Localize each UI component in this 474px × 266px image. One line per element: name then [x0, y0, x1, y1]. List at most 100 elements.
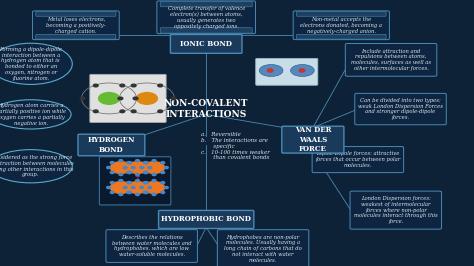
- Circle shape: [110, 171, 114, 173]
- Circle shape: [144, 171, 147, 173]
- Circle shape: [128, 162, 131, 164]
- Circle shape: [123, 186, 127, 189]
- Text: IONIC BOND: IONIC BOND: [180, 40, 232, 48]
- Circle shape: [107, 167, 110, 169]
- Circle shape: [144, 182, 148, 184]
- Circle shape: [152, 160, 156, 162]
- Circle shape: [144, 162, 148, 164]
- Text: Considered as the strong force
of attraction between molecules
among other inter: Considered as the strong force of attrac…: [0, 155, 73, 177]
- Circle shape: [161, 191, 164, 193]
- Circle shape: [93, 110, 98, 113]
- Text: Forming a dipole-dipole
interaction between a
hydrogen atom that is
bonded to ei: Forming a dipole-dipole interaction betw…: [0, 47, 62, 81]
- Text: Dipole-Dipole forces: attractive
forces that occur between polar
molecules.: Dipole-Dipole forces: attractive forces …: [315, 151, 401, 168]
- Circle shape: [107, 186, 110, 189]
- FancyBboxPatch shape: [296, 11, 386, 16]
- Circle shape: [131, 110, 136, 113]
- Text: Hydrophobes are non-polar
molecules. Usually having a
long chain of carbons that: Hydrophobes are non-polar molecules. Usu…: [224, 235, 302, 263]
- Circle shape: [144, 162, 164, 173]
- Circle shape: [299, 69, 305, 72]
- FancyBboxPatch shape: [36, 11, 116, 16]
- Circle shape: [164, 167, 168, 169]
- Circle shape: [144, 162, 147, 164]
- Circle shape: [140, 186, 144, 189]
- Text: NON-COVALENT
INTERACTIONS: NON-COVALENT INTERACTIONS: [164, 99, 248, 119]
- FancyBboxPatch shape: [255, 59, 318, 85]
- Text: Hydrogen atom carries a
partially positive ion while
oxygen carries a partially
: Hydrogen atom carries a partially positi…: [0, 103, 66, 126]
- Text: a.   Reversible
b.   The interactions are
       specific
c.   10-100 times weak: a. Reversible b. The interactions are sp…: [201, 132, 270, 160]
- Circle shape: [127, 162, 148, 173]
- Circle shape: [136, 180, 139, 182]
- Ellipse shape: [259, 65, 283, 77]
- Circle shape: [136, 193, 139, 196]
- Circle shape: [110, 182, 131, 193]
- FancyBboxPatch shape: [293, 11, 389, 40]
- FancyBboxPatch shape: [170, 34, 242, 53]
- Circle shape: [127, 171, 131, 173]
- Circle shape: [131, 84, 136, 87]
- FancyBboxPatch shape: [99, 157, 171, 205]
- Circle shape: [110, 191, 114, 193]
- FancyBboxPatch shape: [312, 147, 403, 173]
- Text: Can be divided into two types:
weak London Dispersion Forces
and stronger dipole: Can be divided into two types: weak Lond…: [358, 98, 443, 120]
- Circle shape: [161, 182, 164, 184]
- Circle shape: [120, 110, 125, 113]
- Circle shape: [144, 191, 147, 193]
- FancyBboxPatch shape: [90, 74, 166, 122]
- Circle shape: [127, 162, 131, 164]
- Ellipse shape: [291, 65, 314, 77]
- FancyBboxPatch shape: [296, 34, 386, 39]
- FancyBboxPatch shape: [160, 1, 252, 7]
- Circle shape: [144, 171, 148, 173]
- Circle shape: [127, 191, 131, 193]
- Text: +: +: [135, 174, 140, 180]
- Text: VAN DER
WAALS
FORCE: VAN DER WAALS FORCE: [294, 126, 331, 153]
- Circle shape: [128, 191, 131, 193]
- Circle shape: [136, 173, 139, 176]
- Circle shape: [152, 193, 156, 196]
- Circle shape: [148, 186, 152, 189]
- FancyBboxPatch shape: [355, 93, 447, 125]
- Circle shape: [120, 84, 125, 87]
- Ellipse shape: [0, 43, 72, 85]
- Circle shape: [267, 69, 273, 72]
- FancyBboxPatch shape: [32, 11, 119, 40]
- Circle shape: [118, 97, 123, 100]
- Text: Non-metal accepts the
electrons donated, becoming a
negatively-charged anion.: Non-metal accepts the electrons donated,…: [301, 17, 382, 34]
- Text: HYDROGEN
BOND: HYDROGEN BOND: [88, 136, 135, 153]
- Circle shape: [110, 182, 114, 184]
- Circle shape: [110, 162, 114, 164]
- FancyBboxPatch shape: [36, 34, 116, 39]
- Circle shape: [93, 84, 98, 87]
- FancyBboxPatch shape: [350, 191, 441, 229]
- Text: Include attraction and
repulsions between atoms,
molecules, surfaces as well as
: Include attraction and repulsions betwee…: [351, 49, 431, 71]
- Circle shape: [136, 160, 139, 162]
- Circle shape: [80, 97, 85, 100]
- Circle shape: [127, 182, 131, 184]
- Circle shape: [131, 186, 135, 189]
- Circle shape: [131, 167, 135, 169]
- Ellipse shape: [0, 149, 72, 183]
- Circle shape: [123, 167, 127, 169]
- Circle shape: [99, 93, 119, 104]
- Circle shape: [171, 97, 176, 100]
- Circle shape: [144, 191, 148, 193]
- Circle shape: [128, 171, 131, 173]
- FancyBboxPatch shape: [78, 134, 145, 156]
- FancyBboxPatch shape: [345, 43, 437, 76]
- Text: HYDROPHOBIC BOND: HYDROPHOBIC BOND: [161, 215, 251, 223]
- Text: Complete transfer of valence
electron(s) between atoms,
usually generates two
op: Complete transfer of valence electron(s)…: [167, 6, 245, 28]
- Circle shape: [128, 182, 131, 184]
- Circle shape: [161, 171, 164, 173]
- Circle shape: [119, 173, 123, 176]
- Text: Describes the relations
between water molecules and
hydrophobes, which are low
w: Describes the relations between water mo…: [112, 235, 191, 257]
- Circle shape: [140, 167, 144, 169]
- Circle shape: [152, 180, 156, 182]
- Circle shape: [127, 182, 148, 193]
- Circle shape: [161, 162, 164, 164]
- Circle shape: [110, 162, 131, 173]
- Circle shape: [119, 160, 123, 162]
- Circle shape: [144, 182, 147, 184]
- FancyBboxPatch shape: [160, 28, 252, 33]
- FancyBboxPatch shape: [158, 210, 254, 228]
- Circle shape: [148, 167, 152, 169]
